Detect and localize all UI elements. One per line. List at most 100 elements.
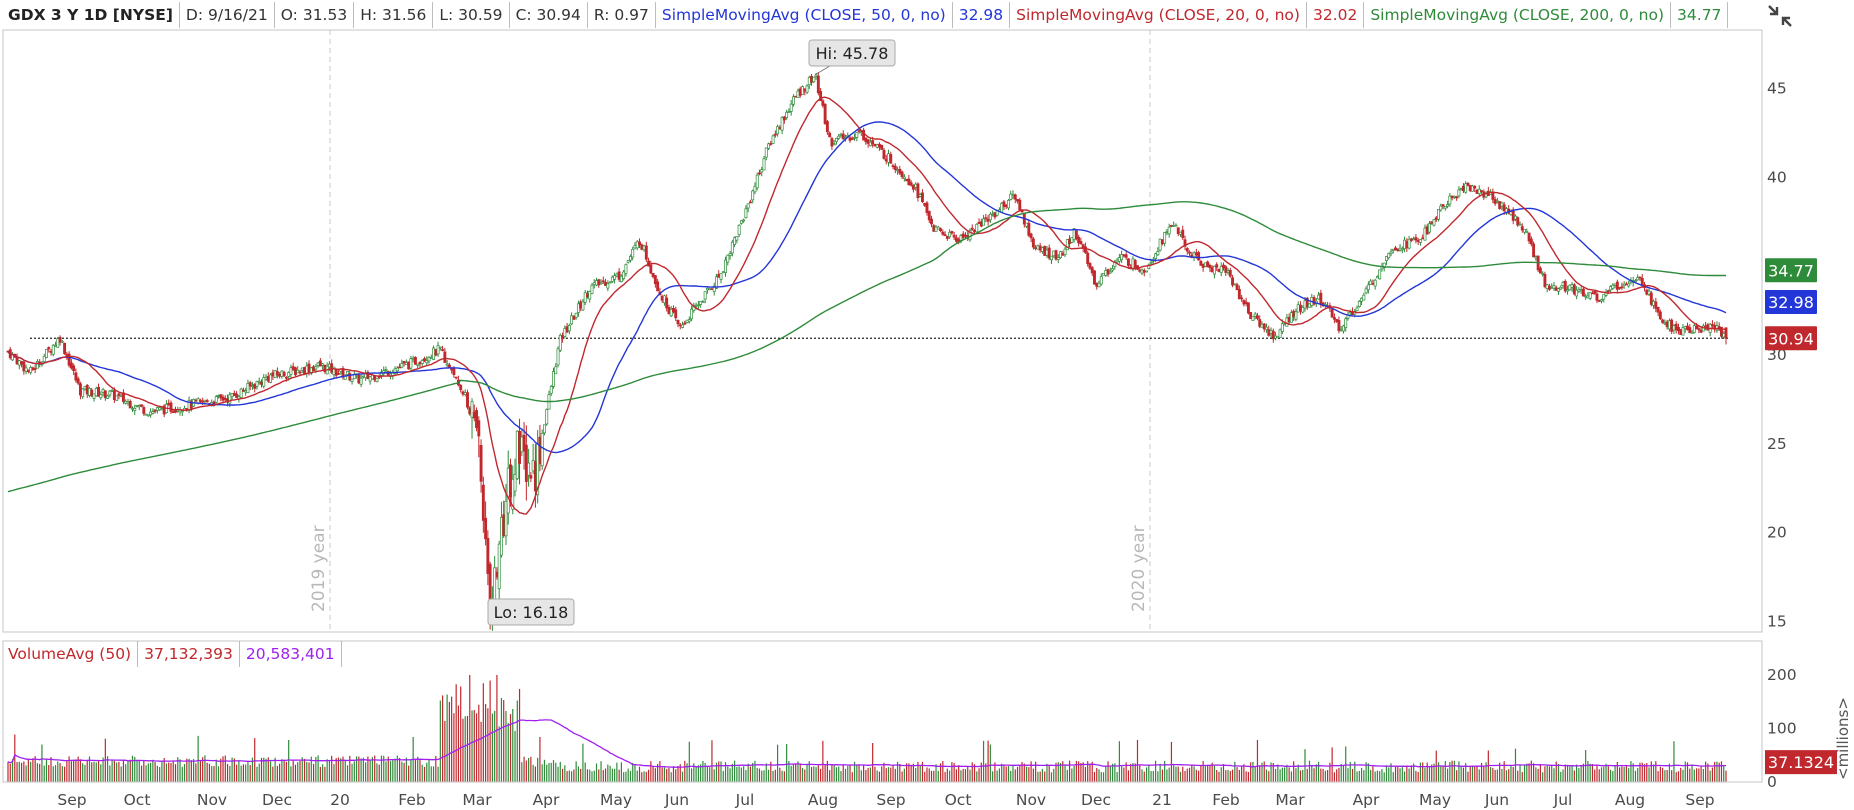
candle-body — [1061, 253, 1065, 256]
candle-body — [271, 372, 275, 377]
candle-body — [837, 135, 841, 139]
candle-body — [807, 77, 811, 86]
candle-body — [1083, 246, 1087, 253]
crosshair-cursor-icon[interactable] — [1763, 2, 1797, 30]
candle-body — [916, 183, 920, 199]
candle-body — [1095, 282, 1099, 287]
candle-body — [443, 351, 447, 363]
symbol-label[interactable]: GDX 3 Y 1D [NYSE] — [2, 2, 180, 28]
candle-body — [1396, 249, 1400, 251]
candle-body — [1287, 316, 1291, 323]
candle-body — [950, 231, 954, 234]
time-tick-label: Feb — [398, 791, 425, 809]
candle-body — [927, 211, 931, 221]
candle-body — [1145, 270, 1148, 273]
sma200-line — [7, 201, 1726, 493]
candle-body — [762, 158, 766, 171]
candle-body — [275, 371, 279, 376]
candle-body — [1260, 323, 1264, 328]
candle-body — [907, 178, 911, 185]
candle-body — [1016, 199, 1019, 202]
sma20-line — [7, 96, 1727, 515]
candle-body — [633, 245, 637, 249]
price-panel[interactable]: 2019 year 2020 year — [2, 29, 1763, 782]
price-tick-label: 15 — [1767, 612, 1787, 630]
candle-body — [119, 394, 123, 397]
candle-body — [1167, 226, 1171, 235]
candle-body — [1000, 202, 1004, 213]
candle-body — [798, 88, 802, 96]
candle-body — [819, 91, 823, 102]
candle-body — [834, 137, 838, 142]
candle-body — [1212, 265, 1216, 275]
candle-body — [1271, 330, 1275, 340]
candle-body — [540, 432, 544, 467]
candle-body — [1686, 325, 1689, 331]
candle-body — [1654, 301, 1658, 309]
candle-body — [730, 241, 734, 254]
candle-body — [1115, 259, 1119, 263]
candle-body — [221, 396, 225, 401]
candle-body — [155, 407, 159, 411]
time-tick-label: Jun — [664, 791, 689, 809]
candle-body — [1509, 211, 1513, 216]
candle-body — [1185, 248, 1189, 252]
candle-body — [1360, 297, 1364, 302]
candle-body — [1038, 245, 1042, 251]
candle-body — [982, 218, 986, 226]
candle-body — [1194, 252, 1198, 256]
volume-bars — [7, 675, 1727, 782]
candle-body — [1063, 248, 1067, 255]
candle-body — [780, 117, 784, 131]
candle-body — [1710, 324, 1714, 326]
candle-body — [1070, 237, 1074, 243]
candle-body — [475, 410, 478, 429]
candle-body — [1437, 209, 1440, 220]
candle-body — [1670, 319, 1674, 332]
candle-body — [1423, 227, 1427, 241]
sma200-legend[interactable]: SimpleMovingAvg (CLOSE, 200, 0, no) — [1364, 2, 1672, 28]
sma20-legend[interactable]: SimpleMovingAvg (CLOSE, 20, 0, no) — [1010, 2, 1307, 28]
candle-body — [101, 389, 105, 393]
volume-avg-label[interactable]: VolumeAvg (50) — [2, 641, 139, 667]
candle-body — [205, 400, 209, 403]
candle-body — [1344, 318, 1348, 328]
sma50-legend[interactable]: SimpleMovingAvg (CLOSE, 50, 0, no) — [656, 2, 953, 28]
candle-body — [1491, 191, 1495, 200]
candle-body — [1566, 289, 1570, 292]
candle-body — [1140, 269, 1144, 274]
candle-body — [1154, 253, 1158, 259]
candle-body — [1251, 315, 1255, 321]
candle-body — [1681, 327, 1685, 336]
candle-body — [1493, 199, 1497, 204]
candle-body — [1620, 286, 1624, 289]
candle-body — [452, 367, 456, 375]
time-tick-label: 21 — [1152, 791, 1172, 809]
candle-body — [94, 388, 98, 397]
candle-body — [171, 411, 175, 413]
candle-body — [97, 386, 100, 397]
candle-body — [1692, 325, 1696, 333]
candle-body — [230, 393, 234, 397]
candle-body — [35, 361, 39, 369]
candle-body — [1337, 320, 1341, 332]
candle-body — [1514, 215, 1517, 220]
candle-body — [1391, 248, 1395, 251]
candle-body — [1165, 231, 1169, 233]
candle-body — [660, 295, 664, 301]
candle-body — [359, 377, 363, 385]
candle-body — [24, 367, 28, 372]
candle-body — [832, 143, 836, 146]
candle-body — [816, 75, 820, 94]
candle-body — [1174, 224, 1178, 227]
candle-body — [1375, 276, 1379, 279]
candle-body — [248, 382, 252, 387]
candle-body — [357, 374, 361, 384]
candle-body — [1588, 292, 1592, 299]
price-tick-label: 25 — [1767, 435, 1787, 453]
candle-body — [287, 372, 291, 377]
candle-body — [1475, 190, 1479, 194]
candle-body — [1106, 269, 1110, 275]
candle-body — [1636, 277, 1640, 281]
